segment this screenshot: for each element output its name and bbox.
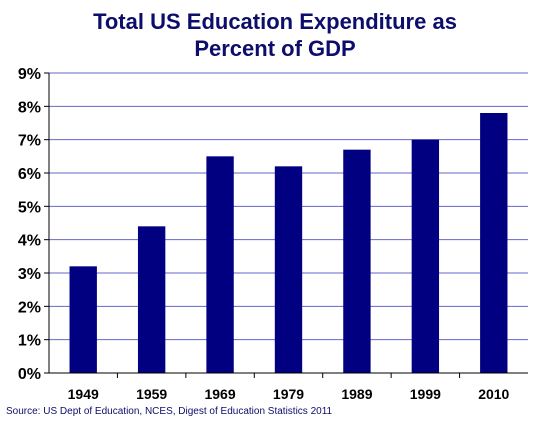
x-tick-label: 1999 bbox=[410, 386, 441, 402]
source-note: Source: US Dept of Education, NCES, Dige… bbox=[6, 406, 333, 417]
y-tick-label: 3% bbox=[18, 266, 41, 283]
x-tick-label: 1969 bbox=[204, 386, 235, 402]
y-tick-label: 9% bbox=[18, 66, 41, 83]
bar-1969 bbox=[206, 156, 234, 373]
bar-1949 bbox=[69, 266, 97, 373]
x-tick-label: 1989 bbox=[341, 386, 372, 402]
y-tick-label: 0% bbox=[18, 366, 41, 383]
y-tick-label: 4% bbox=[18, 233, 41, 250]
y-tick-label: 1% bbox=[18, 333, 41, 350]
y-tick-label: 8% bbox=[18, 99, 41, 116]
bar-1999 bbox=[411, 139, 440, 373]
x-tick-label: 2010 bbox=[478, 386, 509, 402]
bars bbox=[69, 113, 508, 373]
x-axis-ticks: 1949 1959 1969 1979 1989 1999 2010 bbox=[68, 373, 510, 402]
x-tick-label: 1979 bbox=[273, 386, 304, 402]
y-tick-label: 5% bbox=[18, 199, 41, 216]
y-tick-label: 6% bbox=[18, 166, 41, 183]
bar-1979 bbox=[274, 166, 303, 373]
bar-1989 bbox=[343, 149, 371, 373]
chart-title-line-2: Percent of GDP bbox=[194, 36, 355, 61]
x-tick-label: 1959 bbox=[136, 386, 167, 402]
bar-2010 bbox=[480, 113, 508, 373]
y-axis-ticks: 0% 1% 2% 3% 4% 5% 6% 7% 8% 9% bbox=[18, 66, 49, 383]
bar-1959 bbox=[137, 226, 166, 373]
y-tick-label: 7% bbox=[18, 133, 41, 150]
y-tick-label: 2% bbox=[18, 299, 41, 316]
x-tick-label: 1949 bbox=[68, 386, 99, 402]
chart-title-line-1: Total US Education Expenditure as bbox=[93, 9, 457, 34]
